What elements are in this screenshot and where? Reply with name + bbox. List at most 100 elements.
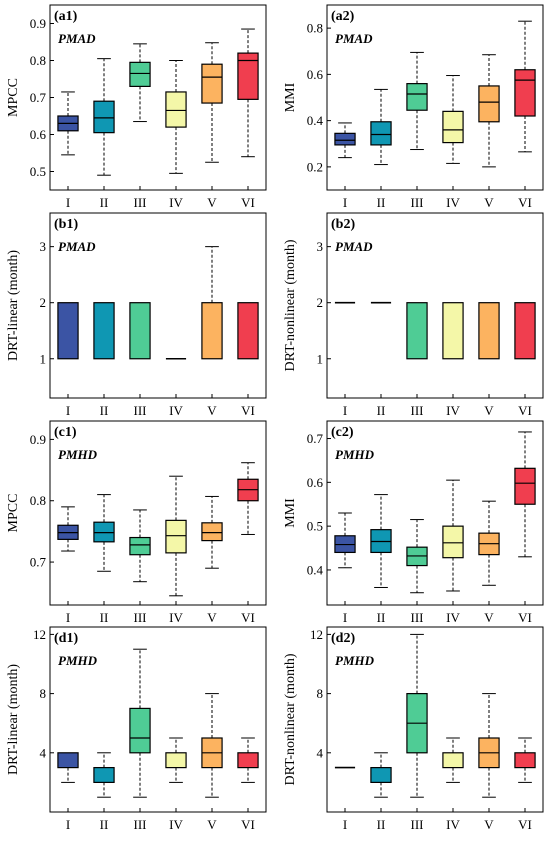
panel-c1-xtick-label: I bbox=[66, 610, 70, 625]
panel-a2-ytick-label: 0.6 bbox=[307, 67, 324, 82]
panel-b2-box-III bbox=[406, 302, 428, 360]
iqr-box bbox=[514, 69, 536, 117]
panel-d2-box-II bbox=[370, 752, 392, 798]
panel-d2-xtick-label: III bbox=[411, 817, 424, 832]
panel-a2-ytick-label: 0.2 bbox=[307, 159, 323, 174]
panel-c1-xtick-label: VI bbox=[241, 610, 255, 625]
panel-a2-xtick-label: II bbox=[377, 195, 386, 210]
panel-a1-xtick-label: I bbox=[66, 195, 70, 210]
panel-c1-model-label: PMHD bbox=[58, 447, 98, 462]
panel-c1-ylabel: MPCC bbox=[6, 494, 21, 533]
iqr-box bbox=[93, 521, 115, 543]
panel-d2-frame bbox=[326, 626, 544, 813]
iqr-box bbox=[237, 752, 259, 769]
panel-a2-box-VI bbox=[514, 20, 536, 153]
panel-b2-label: (b2) bbox=[331, 217, 355, 232]
panel-b1-xtick-label: II bbox=[100, 403, 109, 418]
panel-d2-box-VI bbox=[514, 737, 536, 783]
panel-c1-xtick-label: II bbox=[100, 610, 109, 625]
panel-a1-xtick-label: III bbox=[134, 195, 147, 210]
panel-c2-ytick-label: 0.7 bbox=[307, 431, 324, 446]
panel-b1-box-V bbox=[201, 246, 223, 360]
panel-a2-frame bbox=[326, 4, 544, 191]
panel-d1-xtick-label: V bbox=[207, 817, 217, 832]
panel-d2-ytick-label: 4 bbox=[317, 745, 324, 760]
panel-d2-xtick-label: IV bbox=[446, 817, 460, 832]
iqr-box bbox=[442, 110, 464, 144]
panel-d2-box-IV bbox=[442, 737, 464, 783]
panel-b1-xtick-label: I bbox=[66, 403, 70, 418]
panel-b2-xtick-label: V bbox=[484, 403, 494, 418]
iqr-box bbox=[201, 302, 223, 360]
iqr-box bbox=[370, 121, 392, 146]
iqr-box bbox=[165, 519, 187, 554]
iqr-box bbox=[93, 766, 115, 783]
panel-a1-ytick-label: 0.8 bbox=[30, 53, 46, 68]
iqr-box bbox=[237, 52, 259, 100]
panel-b1-ytick-label: 2 bbox=[40, 295, 47, 310]
panel-c2-model-label: PMHD bbox=[335, 447, 375, 462]
iqr-box bbox=[406, 83, 428, 111]
panel-c1-box-III bbox=[129, 509, 151, 583]
panel-d1-box-I bbox=[57, 752, 79, 783]
panel-c2-ytick-label: 0.6 bbox=[307, 475, 324, 490]
panel-c2-ytick-label: 0.5 bbox=[307, 519, 323, 534]
panel-c2-xtick-label: IV bbox=[446, 610, 460, 625]
iqr-box bbox=[406, 302, 428, 360]
panel-a1-box-VI bbox=[237, 28, 259, 158]
panel-a2-label: (a2) bbox=[331, 9, 355, 24]
iqr-box bbox=[478, 302, 500, 360]
panel-c2-ylabel: MMI bbox=[283, 498, 298, 528]
panel-c1-xtick-label: III bbox=[134, 610, 147, 625]
panel-b2-ytick-label: 2 bbox=[317, 295, 324, 310]
panel-b2-box-V bbox=[478, 302, 500, 360]
panel-d2-ylabel: DRT-nonlinear (month) bbox=[283, 653, 298, 785]
panel-b1-label: (b1) bbox=[54, 217, 78, 232]
panel-d1-xtick-label: II bbox=[100, 817, 109, 832]
panel-a1-xtick-label: VI bbox=[241, 195, 255, 210]
panel-c2-box-III bbox=[406, 519, 428, 594]
panel-d1-box-IV bbox=[165, 737, 187, 783]
panel-d2-xtick-label: I bbox=[343, 817, 347, 832]
panel-a2-xtick-label: I bbox=[343, 195, 347, 210]
panel-a2-box-III bbox=[406, 51, 428, 151]
panel-b2-ytick-label: 3 bbox=[317, 239, 324, 254]
panel-c1-ytick-label: 0.8 bbox=[30, 493, 46, 508]
panel-c1-frame bbox=[49, 420, 267, 606]
panel-b2-xtick-label: III bbox=[411, 403, 424, 418]
panel-b1-box-VI bbox=[237, 302, 259, 360]
panel-c2-xtick-label: III bbox=[411, 610, 424, 625]
panel-a1-xtick-label: II bbox=[100, 195, 109, 210]
panel-d2-label: (d2) bbox=[331, 631, 355, 646]
panel-c1-xtick-label: V bbox=[207, 610, 217, 625]
panel-a2-ytick-label: 0.8 bbox=[307, 21, 323, 36]
iqr-box bbox=[442, 525, 464, 559]
panel-b1-frame bbox=[49, 212, 267, 399]
panel-b1-xtick-label: VI bbox=[241, 403, 255, 418]
panel-a2-model-label: PMAD bbox=[335, 31, 373, 46]
panel-c2-box-V bbox=[478, 500, 500, 586]
panel-d1-label: (d1) bbox=[54, 631, 78, 646]
panel-d1-ylabel: DRT-linear (month) bbox=[6, 664, 21, 775]
panel-b1-xtick-label: V bbox=[207, 403, 217, 418]
panel-a1-label: (a1) bbox=[54, 9, 78, 24]
panel-d2-xtick-label: II bbox=[377, 817, 386, 832]
panel-c1-label: (c1) bbox=[54, 425, 77, 440]
panel-b1-box-III bbox=[129, 302, 151, 360]
iqr-box bbox=[129, 707, 151, 754]
iqr-box bbox=[442, 752, 464, 769]
panel-a1-ytick-label: 0.9 bbox=[30, 16, 46, 31]
panel-b1-box-II bbox=[93, 302, 115, 360]
panel-c2-box-I bbox=[334, 512, 356, 569]
panel-c2-xtick-label: II bbox=[377, 610, 386, 625]
iqr-box bbox=[93, 100, 115, 134]
panel-d2-box-V bbox=[478, 693, 500, 798]
panel-b1-box-I bbox=[57, 302, 79, 360]
panel-c1-xtick-label: IV bbox=[169, 610, 183, 625]
panel-d2-xtick-label: VI bbox=[518, 817, 532, 832]
panel-a1-box-V bbox=[201, 42, 223, 163]
